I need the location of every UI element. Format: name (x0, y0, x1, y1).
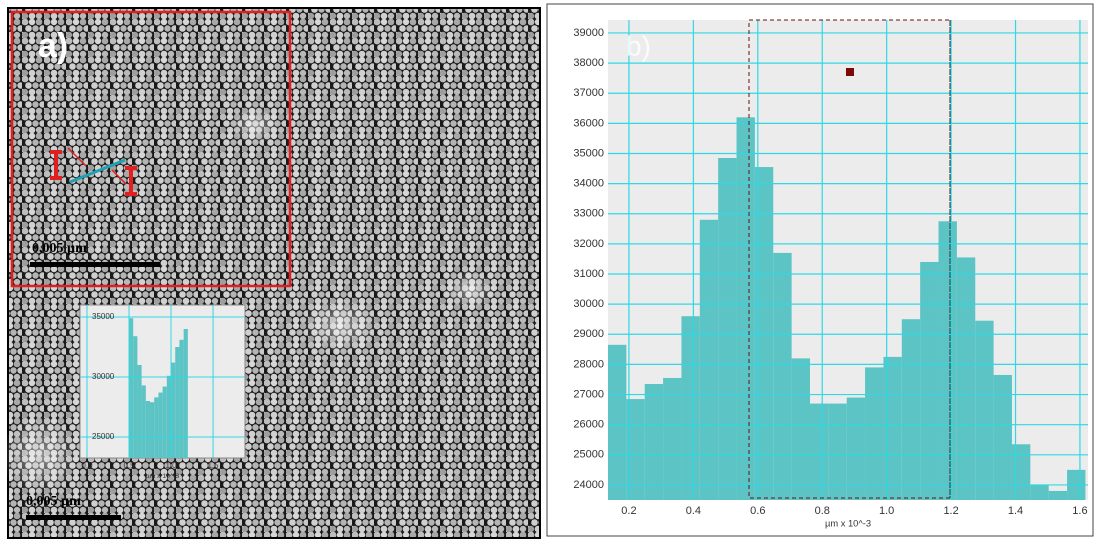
bar (137, 365, 141, 458)
bar (994, 375, 1012, 500)
bar (163, 387, 167, 458)
bar (810, 404, 828, 500)
chart-title: b) (626, 30, 651, 61)
y-tick-label: 27000 (573, 388, 604, 400)
bar (158, 393, 162, 458)
x-tick-label: 0.2 (621, 505, 636, 517)
x-tick-label: 1.5 (207, 461, 219, 470)
bar (975, 321, 993, 500)
scale-bar-label: 0,005 µm (26, 494, 81, 509)
cursor-marker (846, 68, 854, 76)
micrograph (0, 8, 540, 538)
bar (828, 404, 846, 500)
x-tick-label: 1.0 (165, 461, 177, 470)
y-tick-label: 25000 (92, 432, 115, 441)
bar (902, 319, 920, 500)
y-tick-label: 35000 (573, 147, 604, 159)
y-tick-label: 24000 (573, 479, 604, 491)
x-tick-label: 0.5 (123, 461, 135, 470)
y-tick-label: 30000 (573, 298, 604, 310)
bar (681, 316, 699, 500)
x-tick-label: 1.6 (1072, 505, 1087, 517)
x-tick-label: 0.8 (815, 505, 830, 517)
bar (146, 401, 150, 458)
bar (939, 221, 957, 500)
bar (167, 376, 171, 458)
y-tick-label: 35000 (92, 312, 115, 321)
y-tick-label: 39000 (573, 27, 604, 39)
bar (184, 329, 188, 458)
bar (150, 402, 154, 458)
y-tick-label: 38000 (573, 57, 604, 69)
x-tick-label: 0.4 (686, 505, 701, 517)
bar (1030, 485, 1048, 500)
y-tick-label: 31000 (573, 268, 604, 280)
bar (1012, 444, 1030, 500)
bar (179, 340, 183, 458)
y-tick-label: 32000 (573, 238, 604, 250)
bar (645, 384, 663, 500)
bar (773, 253, 791, 500)
bar (700, 220, 718, 500)
y-tick-label: 29000 (573, 328, 604, 340)
bar (792, 358, 810, 500)
bar (663, 378, 681, 500)
bar (957, 257, 975, 500)
y-tick-label: 26000 (573, 419, 604, 431)
x-tick-label: 0.0 (81, 461, 93, 470)
y-tick-label: 25000 (573, 449, 604, 461)
x-axis-label: µm x 10^-3 (825, 518, 871, 528)
y-tick-label: 30000 (92, 372, 115, 381)
y-tick-label: 36000 (573, 117, 604, 129)
x-tick-label: 1.2 (943, 505, 958, 517)
bar (1049, 491, 1067, 500)
y-tick-label: 34000 (573, 178, 604, 190)
bar (133, 336, 137, 458)
y-tick-label: 28000 (573, 358, 604, 370)
bar (154, 397, 158, 458)
bar (718, 158, 736, 500)
bar (920, 262, 938, 500)
x-axis-label: µm x 10^-3 (146, 473, 180, 480)
scale-bar-label: 0,005 µm (32, 241, 87, 256)
bar (737, 117, 755, 500)
x-tick-label: 1.4 (1008, 505, 1023, 517)
panel-label: a) (38, 27, 68, 65)
y-tick-label: 37000 (573, 87, 604, 99)
figure: a) 0,005 µm 0,005 µm 25000 30000 35000 0.0 0… (0, 0, 1098, 540)
x-tick-label: 0.6 (750, 505, 765, 517)
bar (865, 367, 883, 500)
x-tick-label: 1.0 (879, 505, 894, 517)
bar (142, 385, 146, 458)
y-tick-label: 33000 (573, 208, 604, 220)
bar (608, 345, 626, 500)
bar (175, 347, 179, 458)
